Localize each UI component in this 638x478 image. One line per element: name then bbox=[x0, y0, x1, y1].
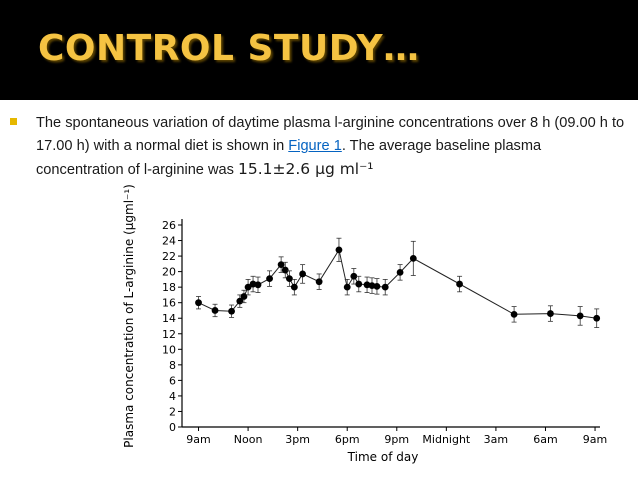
x-tick-label: 9pm bbox=[384, 433, 409, 446]
data-point bbox=[456, 280, 463, 288]
data-point bbox=[266, 275, 273, 283]
data-point bbox=[381, 283, 389, 291]
x-tick-label: 3pm bbox=[285, 433, 310, 446]
data-point bbox=[254, 281, 262, 289]
y-axis-label: Plasma concentration of L-arginine (μgml… bbox=[122, 184, 136, 448]
data-point bbox=[315, 278, 323, 286]
y-tick-label: 26 bbox=[162, 219, 176, 232]
y-tick-label: 4 bbox=[169, 390, 176, 403]
bullet-text-part1: The spontaneous variation of daytime pla… bbox=[36, 115, 625, 154]
data-point bbox=[510, 310, 518, 318]
data-point bbox=[211, 307, 219, 314]
data-point bbox=[409, 255, 417, 262]
data-point bbox=[281, 266, 289, 274]
figure-link[interactable]: Figure 1 bbox=[288, 138, 342, 154]
x-tick-label: Noon bbox=[234, 433, 263, 446]
data-point bbox=[228, 307, 235, 315]
y-tick-label: 6 bbox=[169, 374, 176, 387]
x-axis-label: Time of day bbox=[347, 450, 419, 464]
y-tick-label: 12 bbox=[162, 328, 176, 341]
bullet-text: The spontaneous variation of daytime pla… bbox=[36, 112, 626, 182]
y-tick-label: 18 bbox=[162, 281, 176, 294]
y-tick-label: 2 bbox=[169, 405, 176, 418]
data-point bbox=[195, 299, 202, 307]
data-point bbox=[350, 272, 358, 280]
x-tick-label: 9am bbox=[583, 433, 607, 446]
data-point bbox=[277, 261, 285, 269]
data-point bbox=[335, 246, 343, 254]
x-tick-label: 9am bbox=[186, 433, 210, 446]
data-point bbox=[373, 282, 381, 290]
y-tick-label: 16 bbox=[162, 297, 176, 310]
data-point bbox=[290, 283, 298, 291]
data-point bbox=[576, 312, 584, 320]
x-tick-label: 3am bbox=[484, 433, 508, 446]
y-tick-label: 22 bbox=[162, 250, 176, 263]
y-tick-label: 10 bbox=[162, 343, 176, 356]
y-tick-label: 0 bbox=[169, 421, 176, 434]
data-point bbox=[396, 268, 404, 276]
data-point bbox=[343, 283, 351, 291]
title-bar: CONTROL STUDY… bbox=[0, 0, 638, 100]
data-point bbox=[593, 314, 601, 322]
x-tick-label: 6am bbox=[533, 433, 557, 446]
slide-title: CONTROL STUDY… bbox=[38, 28, 420, 69]
bullet-marker bbox=[10, 118, 17, 125]
chart-points-layer bbox=[195, 237, 601, 328]
data-point bbox=[285, 275, 293, 283]
x-tick-label: 6pm bbox=[335, 433, 360, 446]
y-tick-label: 8 bbox=[169, 359, 176, 372]
baseline-value: 15.1±2.6 μg ml⁻¹ bbox=[238, 160, 374, 178]
y-tick-label: 14 bbox=[162, 312, 176, 325]
data-point bbox=[244, 283, 252, 291]
data-point bbox=[299, 270, 307, 278]
bullet-text-part2: . The average baseline plasma concentrat… bbox=[36, 138, 542, 178]
y-tick-label: 24 bbox=[162, 235, 176, 248]
data-point bbox=[355, 280, 363, 288]
y-tick-label: 20 bbox=[162, 266, 176, 279]
data-point bbox=[547, 310, 554, 317]
data-point bbox=[240, 293, 248, 300]
x-tick-label: Midnight bbox=[422, 433, 471, 446]
